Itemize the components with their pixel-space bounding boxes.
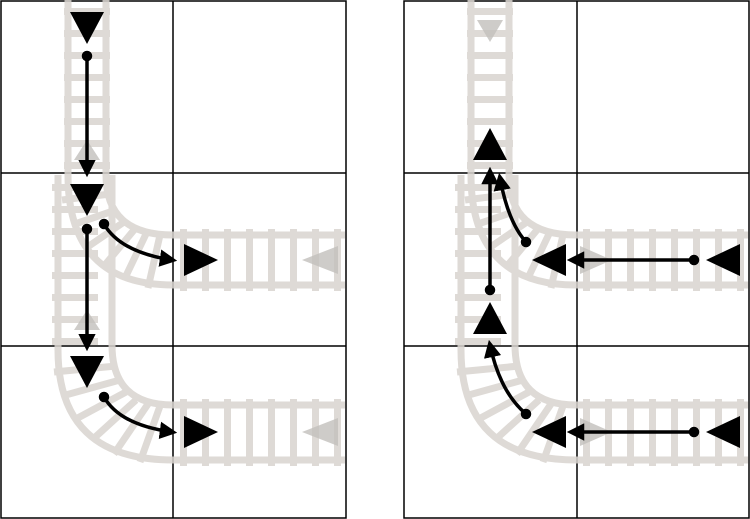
right-arrows [481,166,700,441]
left-markers [70,12,218,448]
right-tracks [455,0,748,466]
ghost-triangle-icon [302,418,338,446]
triangle-icon [706,416,740,448]
right-markers [473,128,740,448]
left-tracks [52,0,345,466]
arrow-icon [102,223,178,267]
left-panel [0,0,347,519]
triangle-icon [70,12,104,44]
ghost-triangle-icon [302,246,338,274]
triangle-icon [184,244,218,276]
triangle-icon [532,244,566,276]
ghost-triangle-icon [477,20,503,42]
triangle-icon [184,416,218,448]
triangle-icon [473,128,507,160]
triangle-icon [473,302,507,334]
arrow-icon [102,396,178,440]
right-panel [403,0,750,519]
arrow-icon [483,339,528,416]
left-arrows [78,50,178,440]
triangle-icon [532,416,566,448]
triangle-icon [706,244,740,276]
triangle-icon [70,356,104,388]
triangle-icon [70,184,104,216]
